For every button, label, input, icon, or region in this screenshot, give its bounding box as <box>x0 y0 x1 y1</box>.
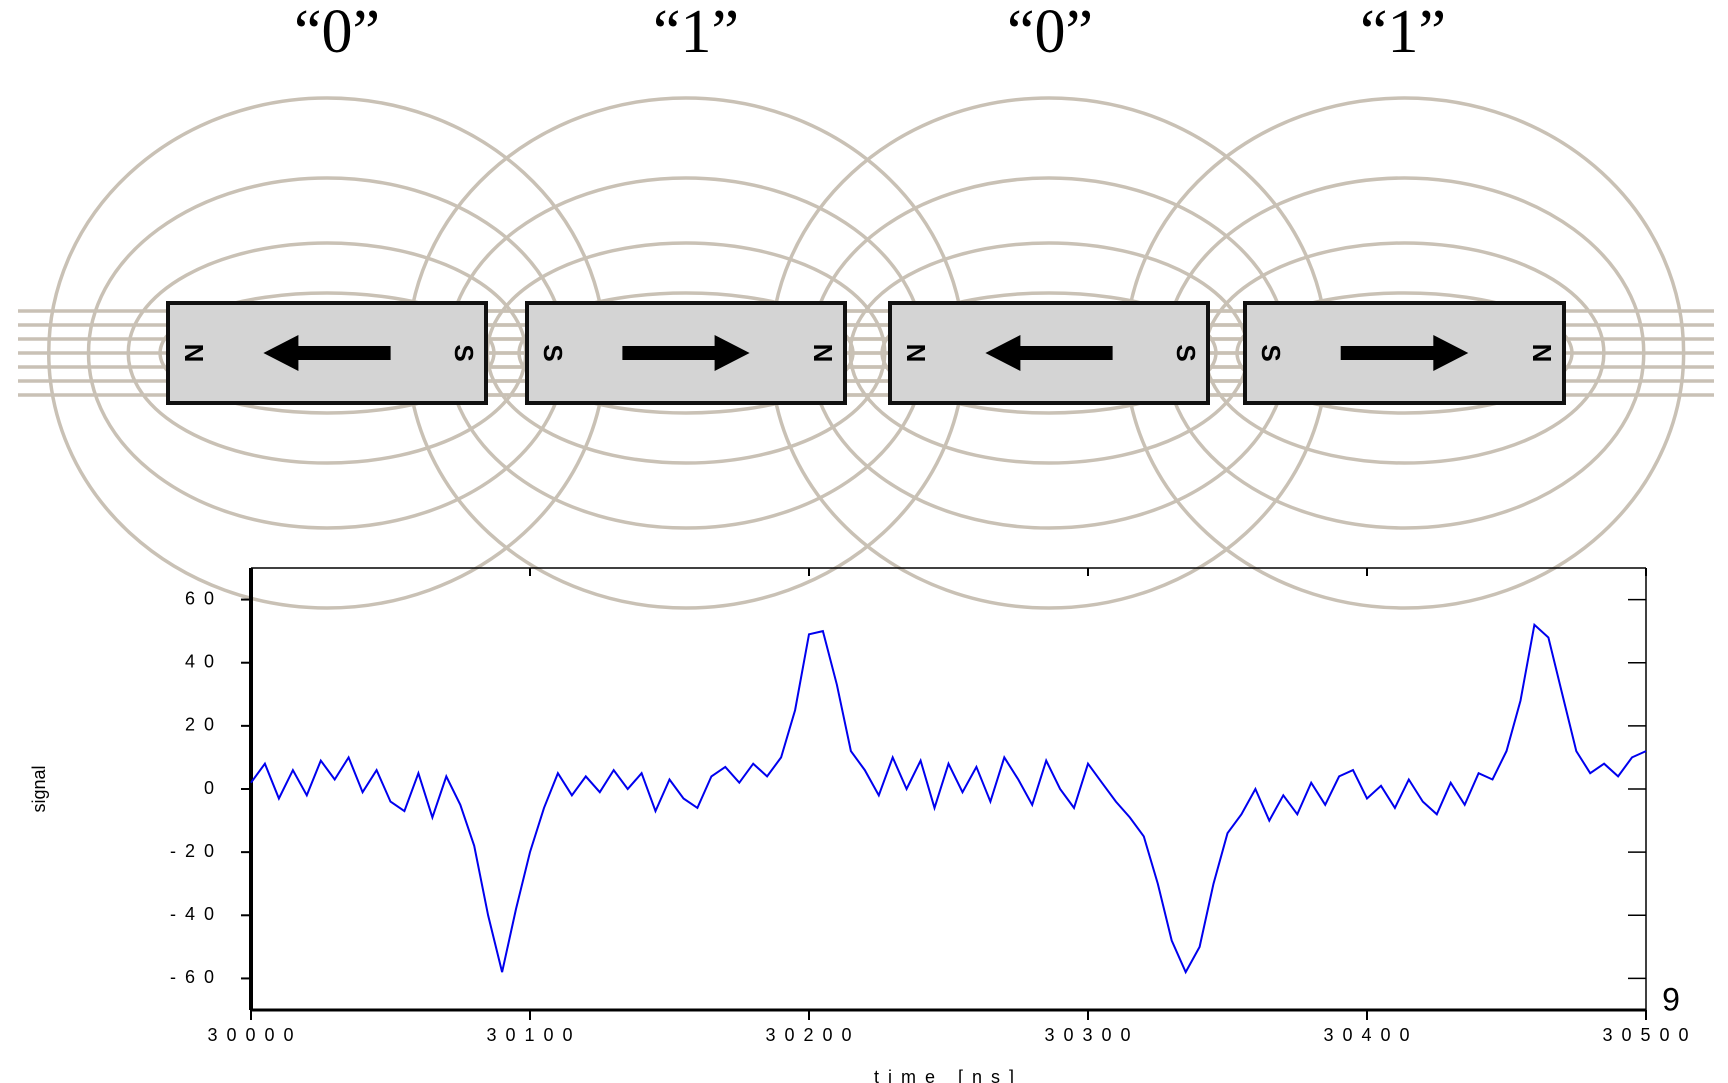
magnet-arrow-head <box>263 335 299 371</box>
bit-label: “1” <box>653 0 739 66</box>
y-tick-label: 20 <box>185 715 223 735</box>
x-tick-label: 30500 <box>1602 1025 1697 1045</box>
pole-label: S <box>449 344 479 361</box>
y-tick-label: 0 <box>204 778 223 798</box>
page-number: 9 <box>1662 981 1680 1017</box>
magnet-arrow-head <box>985 335 1021 371</box>
pole-label: S <box>538 344 568 361</box>
pole-label: S <box>1171 344 1201 361</box>
bit-label: “1” <box>1360 0 1446 66</box>
y-tick-label: -40 <box>170 904 223 924</box>
pole-label: S <box>1256 344 1286 361</box>
bit-label: “0” <box>1007 0 1093 66</box>
plot: -60 -40 -20 0 20 40 60 30000 30100 30200 30300 3040… <box>29 567 1697 1083</box>
pole-label: N <box>808 344 838 363</box>
y-tick-label: -20 <box>170 841 223 861</box>
y-tick-label: 60 <box>185 588 223 608</box>
y-axis-title: signal <box>29 765 49 812</box>
magnet-arrow-head <box>1433 335 1469 371</box>
x-tick-label: 30000 <box>207 1025 302 1045</box>
x-tick-label: 30300 <box>1044 1025 1139 1045</box>
pole-label: N <box>179 344 209 363</box>
signal-line <box>250 622 1647 975</box>
x-tick-label: 30400 <box>1323 1025 1418 1045</box>
pole-label: N <box>901 344 931 363</box>
y-tick-label: 40 <box>185 651 223 671</box>
x-axis-title: time [ns] <box>874 1067 1023 1083</box>
x-tick-label: 30100 <box>486 1025 581 1045</box>
y-tick-label: -60 <box>170 967 223 987</box>
pole-label: N <box>1527 344 1557 363</box>
bit-label: “0” <box>294 0 380 66</box>
x-tick-label: 30200 <box>765 1025 860 1045</box>
magnet-arrow-head <box>714 335 750 371</box>
